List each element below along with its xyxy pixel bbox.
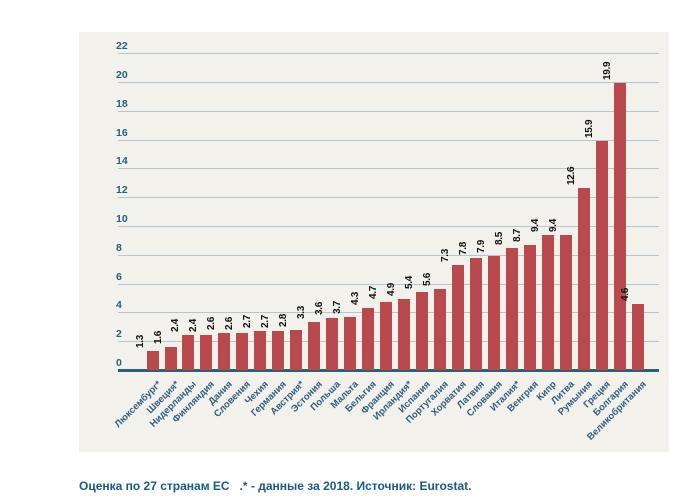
bar	[182, 335, 195, 370]
bar-value-label: 1.3	[134, 335, 146, 349]
bar-value-label: 4.9	[386, 283, 397, 297]
chart-caption: Оценка по 27 странам ЕС .* - данные за 2…	[79, 479, 472, 493]
bar-value-label: 2.7	[260, 315, 272, 329]
bar	[595, 140, 608, 370]
gridline	[118, 225, 659, 227]
y-tick-label: 14	[116, 155, 128, 168]
bar	[164, 346, 177, 370]
bar-value-label: 9.4	[547, 218, 559, 232]
bar	[577, 188, 590, 370]
bar	[218, 332, 231, 370]
y-tick-label: 6	[116, 270, 122, 283]
bar	[469, 257, 482, 370]
bar	[236, 332, 249, 370]
bar-value-label: 4.6	[619, 287, 631, 301]
bar-value-label: 4.3	[350, 291, 362, 305]
bar	[505, 247, 518, 370]
y-tick-label: 22	[116, 40, 128, 52]
bar-value-label: 3.7	[332, 300, 344, 314]
bar-value-label: 8.5	[493, 231, 505, 245]
bar	[380, 302, 392, 370]
bar-value-label: 7.9	[475, 240, 487, 254]
bar-value-label: 2.6	[224, 316, 236, 330]
gridline	[118, 254, 659, 256]
bar-value-label: 9.4	[529, 218, 541, 232]
bar	[451, 264, 464, 370]
y-tick-label: 0	[116, 357, 122, 369]
y-tick-label: 20	[116, 68, 128, 81]
bar-value-label: 5.6	[421, 273, 433, 287]
bar-value-label: 2.4	[188, 319, 200, 333]
bar	[631, 303, 644, 370]
y-tick-label: 10	[116, 212, 128, 225]
bar	[308, 322, 321, 370]
bar	[200, 335, 213, 370]
bar-value-label: 7.8	[457, 241, 469, 255]
bar-value-label: 5.4	[403, 276, 415, 290]
bar	[272, 331, 285, 370]
y-tick-label: 12	[116, 184, 128, 197]
gridline	[118, 168, 659, 170]
bar-chart: 0 2 4 6 8 10 12 14 16 18 20 22 1.3 Люксембург* 1.6 Швец…	[79, 32, 669, 452]
bar-value-label: 2.4	[170, 319, 182, 333]
y-tick-label: 16	[116, 126, 128, 139]
bar	[344, 316, 357, 370]
bar-value-label: 3.3	[296, 306, 308, 320]
bar	[290, 329, 303, 370]
bar	[613, 83, 626, 370]
bar	[254, 331, 267, 370]
bar-value-label: 8.7	[511, 228, 523, 242]
y-tick-label: 18	[116, 97, 128, 110]
bar-value-label: 2.7	[242, 315, 254, 329]
bar-value-label: 4.7	[368, 286, 379, 300]
bar-value-label: 7.3	[439, 248, 451, 262]
y-tick-label: 8	[116, 241, 122, 254]
bar	[362, 308, 375, 370]
gridline	[118, 110, 659, 112]
gridline	[118, 283, 659, 285]
bar-value-label: 2.6	[206, 316, 218, 330]
bar	[523, 244, 536, 370]
x-axis-line	[118, 369, 659, 372]
gridline	[118, 81, 659, 83]
bar	[326, 318, 339, 370]
bar	[541, 234, 554, 370]
y-tick-label: 2	[116, 328, 122, 341]
bar-value-label: 15.9	[583, 119, 595, 138]
bar-value-label: 12.6	[565, 167, 577, 186]
bar	[559, 234, 572, 370]
gridline	[118, 139, 659, 141]
gridline	[118, 197, 659, 199]
bar-value-label: 3.6	[314, 302, 326, 316]
bar	[146, 351, 159, 370]
bar	[398, 299, 410, 370]
y-tick-label: 4	[116, 299, 122, 312]
bar-value-label: 1.6	[152, 330, 164, 344]
bar-value-label: 19.9	[601, 62, 613, 81]
bar	[415, 292, 428, 370]
bar	[433, 289, 446, 370]
bar	[487, 256, 500, 370]
chart-panel: 0 2 4 6 8 10 12 14 16 18 20 22 1.3 Люксембург* 1.6 Швец…	[79, 32, 669, 452]
gridline	[118, 53, 659, 54]
bar-value-label: 2.8	[278, 313, 290, 327]
